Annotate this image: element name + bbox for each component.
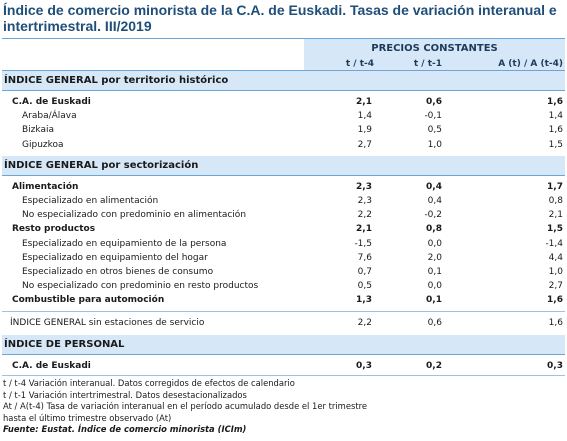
section-sectorizacion: ÍNDICE GENERAL por sectorización: [2, 155, 565, 176]
table-row: Gipuzkoa 2,7 1,0 1,5: [22, 139, 563, 150]
table-row: Especializado en alimentación 2,3 0,4 0,…: [22, 195, 563, 206]
header-col-intertrimestral: t / t-1: [413, 59, 442, 69]
note: hasta el último trimestre observado (At): [3, 412, 172, 423]
page-title: Índice de comercio minorista de la C.A. …: [3, 2, 557, 34]
table-row: Bizkaia 1,9 0,5 1,6: [22, 125, 563, 136]
section-personal: ÍNDICE DE PERSONAL: [2, 334, 565, 355]
note: At / A(t-4) Tasa de variación interanual…: [3, 401, 368, 411]
table-row-general-sin-estaciones: ÍNDICE GENERAL sin estaciones de servici…: [10, 318, 563, 329]
note: t / t-1 Variación intertrimestral. Datos…: [3, 389, 247, 400]
table-row: No especializado con predominio en alime…: [22, 210, 563, 221]
source-note: Fuente: Eustat. Índice de comercio minor…: [3, 424, 247, 434]
table-row: Especializado en otros bienes de consumo…: [22, 266, 563, 277]
table-row: No especializado con predominio en resto…: [22, 281, 563, 292]
table-row: C.A. de Euskadi 0,3 0,2 0,3: [12, 360, 563, 371]
table-header-columns: t / t-4 t / t-1 A (t) / A (t-4): [2, 58, 565, 71]
table-row: Especializado en equipamiento de la pers…: [22, 238, 563, 249]
data-table: PRECIOS CONSTANTES t / t-4 t / t-1 A (t)…: [2, 38, 565, 376]
header-precios-constantes: PRECIOS CONSTANTES: [304, 39, 565, 58]
table-row: Especializado en equipamiento del hogar …: [22, 252, 563, 263]
note: t / t-4 Variación interanual. Datos corr…: [3, 378, 295, 388]
table-header-group: PRECIOS CONSTANTES: [2, 38, 565, 58]
table-row: Araba/Álava 1,4 -0,1 1,4: [22, 111, 563, 122]
table-row: Combustible para automoción 1,3 0,1 1,6: [12, 295, 563, 306]
footnotes: t / t-4 Variación interanual. Datos corr…: [3, 378, 563, 436]
table-row: Resto productos 2,1 0,8 1,5: [12, 224, 563, 235]
header-col-acumulado: A (t) / A (t-4): [498, 59, 563, 69]
table-row: Alimentación 2,3 0,4 1,7: [12, 181, 563, 192]
table-row: C.A. de Euskadi 2,1 0,6 1,6: [12, 97, 563, 107]
section-territorio: ÍNDICE GENERAL por territorio histórico: [2, 71, 565, 91]
header-col-interanual: t / t-4: [345, 59, 374, 69]
